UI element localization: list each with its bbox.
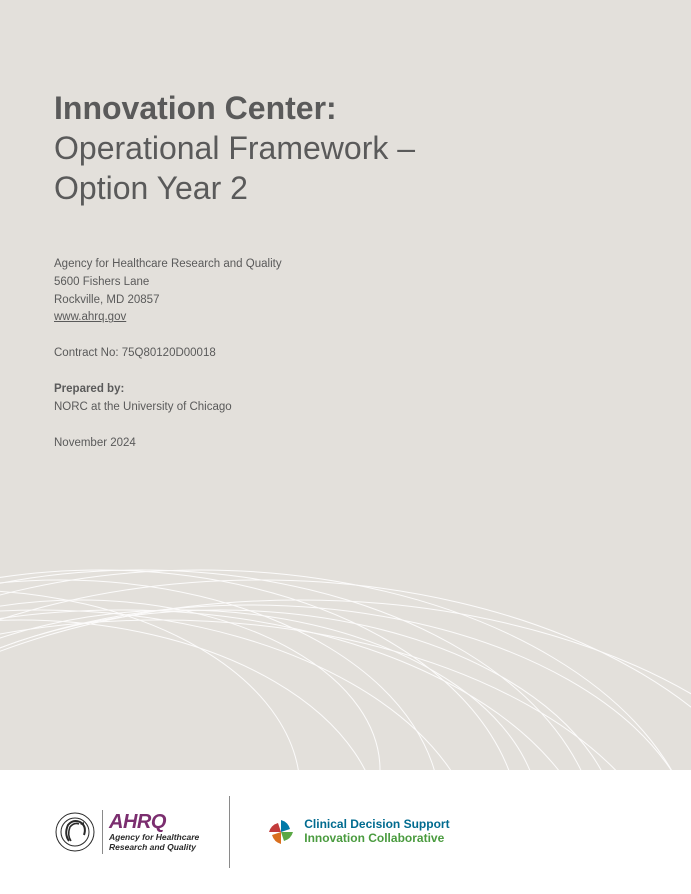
footer: AHRQ Agency for Healthcare Research and … bbox=[0, 770, 691, 894]
ahrq-inner-divider bbox=[102, 810, 103, 854]
swirl-artwork bbox=[0, 470, 691, 770]
cdsic-line-2: Innovation Collaborative bbox=[304, 832, 449, 846]
cdsic-text: Clinical Decision Support Innovation Col… bbox=[304, 818, 449, 846]
ahrq-sub-2: Research and Quality bbox=[109, 843, 199, 853]
agency-address-2: Rockville, MD 20857 bbox=[54, 292, 691, 310]
prepared-by-org: NORC at the University of Chicago bbox=[54, 399, 691, 417]
agency-url-link[interactable]: www.ahrq.gov bbox=[54, 311, 126, 323]
hhs-seal-icon bbox=[54, 811, 96, 853]
footer-left: AHRQ Agency for Healthcare Research and … bbox=[0, 810, 199, 854]
cdsic-pinwheel-icon bbox=[266, 817, 296, 847]
title-bold: Innovation Center: bbox=[54, 88, 691, 128]
cover-content: Innovation Center: Operational Framework… bbox=[0, 0, 691, 453]
contract-number: Contract No: 75Q80120D00018 bbox=[54, 345, 691, 363]
prepared-by-label: Prepared by: bbox=[54, 381, 691, 399]
cdsic-line-1: Clinical Decision Support bbox=[304, 818, 449, 832]
title-line-2: Option Year 2 bbox=[54, 168, 691, 208]
publication-date: November 2024 bbox=[54, 435, 691, 453]
ahrq-logo-text: AHRQ Agency for Healthcare Research and … bbox=[109, 812, 199, 853]
title-line-1: Operational Framework – bbox=[54, 128, 691, 168]
agency-address-1: 5600 Fishers Lane bbox=[54, 274, 691, 292]
ahrq-wordmark: AHRQ bbox=[109, 812, 199, 833]
footer-divider bbox=[229, 796, 230, 868]
agency-name: Agency for Healthcare Research and Quali… bbox=[54, 256, 691, 274]
meta-block: Agency for Healthcare Research and Quali… bbox=[54, 256, 691, 453]
cdsic-logo-block: Clinical Decision Support Innovation Col… bbox=[266, 817, 449, 847]
cover-top-section: Innovation Center: Operational Framework… bbox=[0, 0, 691, 770]
